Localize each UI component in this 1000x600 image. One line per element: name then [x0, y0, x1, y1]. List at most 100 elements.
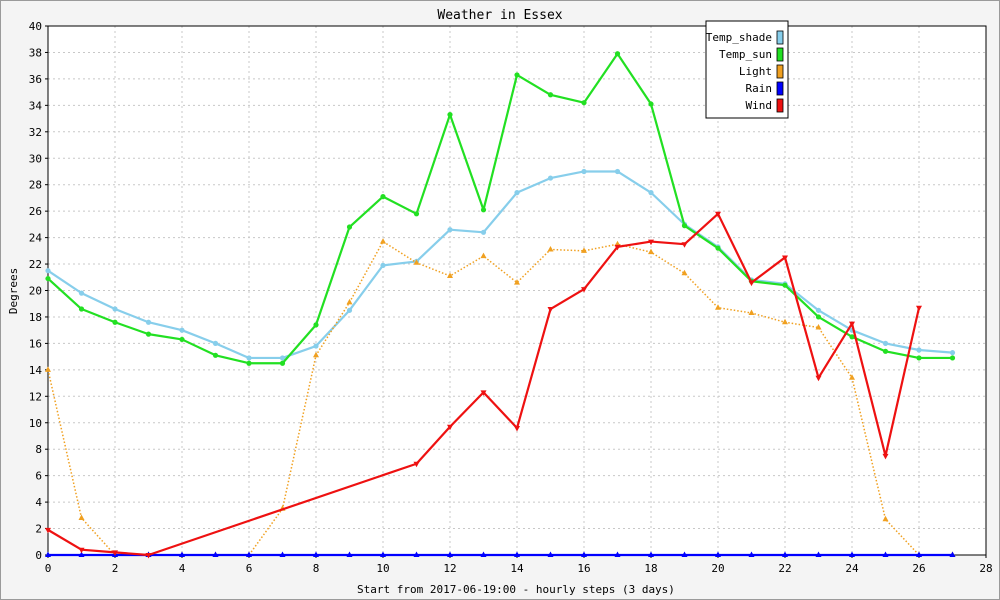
data-point	[614, 240, 621, 247]
data-point	[413, 461, 420, 468]
data-point	[78, 290, 85, 296]
legend-swatch	[776, 30, 784, 45]
y-tick-label: 20	[29, 285, 42, 298]
x-tick-label: 16	[577, 562, 590, 575]
data-point	[514, 279, 520, 285]
x-ticks: 0 2 4 6 8 10 12 14 16 18 20 22 24 26 28	[45, 555, 993, 575]
data-point	[648, 248, 654, 255]
x-tick-label: 12	[443, 562, 456, 575]
y-tick-label: 14	[29, 364, 43, 377]
data-point	[581, 247, 587, 253]
data-point	[380, 194, 386, 200]
data-point	[815, 375, 822, 382]
data-point	[782, 318, 788, 325]
data-point	[346, 298, 353, 305]
legend-swatch	[776, 98, 784, 113]
y-tick-label: 24	[29, 232, 43, 245]
data-point	[614, 551, 621, 557]
data-point	[447, 424, 453, 431]
data-point	[648, 190, 654, 196]
data-point	[748, 280, 755, 287]
data-point	[547, 175, 554, 181]
x-tick-label: 22	[778, 562, 791, 575]
data-point	[45, 268, 51, 274]
data-point	[916, 305, 922, 312]
data-point	[648, 101, 654, 107]
data-point	[480, 390, 487, 396]
data-point	[514, 426, 520, 432]
data-point	[882, 551, 889, 557]
data-point	[447, 551, 453, 557]
data-point	[45, 275, 51, 282]
data-point	[279, 551, 286, 557]
data-point	[815, 314, 822, 320]
data-point	[346, 551, 353, 557]
data-point	[648, 239, 654, 246]
chart-title: Weather in Essex	[437, 8, 562, 23]
data-point	[212, 551, 219, 557]
data-point	[815, 551, 822, 557]
data-point	[916, 355, 922, 361]
series-wind	[45, 211, 922, 559]
data-point	[212, 340, 219, 346]
data-point	[480, 229, 487, 235]
y-tick-label: 22	[29, 258, 42, 271]
data-point	[45, 366, 51, 372]
y-tick-label: 16	[29, 337, 42, 350]
data-point	[346, 307, 353, 313]
x-tick-label: 26	[912, 562, 925, 575]
data-point	[78, 547, 85, 554]
data-point	[246, 551, 252, 557]
data-point	[614, 168, 621, 175]
data-point	[916, 347, 922, 353]
data-point	[715, 551, 721, 557]
y-tick-label: 10	[29, 417, 42, 430]
data-point	[480, 252, 487, 259]
legend-label: Temp_sun	[719, 48, 772, 61]
data-point	[681, 269, 688, 276]
y-tick-label: 18	[29, 311, 42, 324]
data-point	[581, 551, 587, 557]
data-point	[145, 553, 152, 559]
data-point	[514, 72, 520, 78]
y-tick-label: 28	[29, 179, 42, 192]
data-point	[179, 551, 185, 557]
legend-swatch	[776, 64, 784, 79]
data-point	[581, 100, 587, 106]
data-point	[112, 306, 118, 312]
x-tick-label: 18	[644, 562, 657, 575]
data-point	[782, 551, 788, 557]
grid	[48, 26, 986, 555]
y-tick-label: 36	[29, 73, 42, 86]
data-point	[514, 551, 520, 557]
data-point	[849, 334, 855, 340]
data-point	[547, 307, 554, 313]
data-point	[447, 227, 453, 233]
y-tick-label: 40	[29, 20, 42, 33]
data-point	[313, 322, 319, 328]
y-tick-label: 4	[35, 496, 42, 509]
data-point	[413, 551, 420, 557]
y-tick-label: 2	[35, 523, 42, 536]
data-point	[413, 259, 420, 265]
x-tick-label: 20	[711, 562, 724, 575]
x-tick-label: 14	[510, 562, 524, 575]
data-point	[514, 190, 520, 196]
data-point	[882, 340, 889, 346]
data-point	[313, 551, 319, 557]
data-point	[882, 348, 889, 354]
data-point	[648, 551, 654, 557]
y-tick-label: 30	[29, 152, 42, 165]
x-tick-label: 28	[979, 562, 992, 575]
data-point	[447, 272, 453, 278]
x-tick-label: 8	[313, 562, 320, 575]
x-tick-label: 24	[845, 562, 859, 575]
data-point	[112, 550, 118, 556]
data-point	[380, 238, 386, 244]
data-point	[45, 551, 51, 557]
data-point	[815, 324, 822, 330]
data-point	[246, 355, 252, 361]
data-point	[346, 224, 353, 230]
legend-swatch	[776, 47, 784, 62]
